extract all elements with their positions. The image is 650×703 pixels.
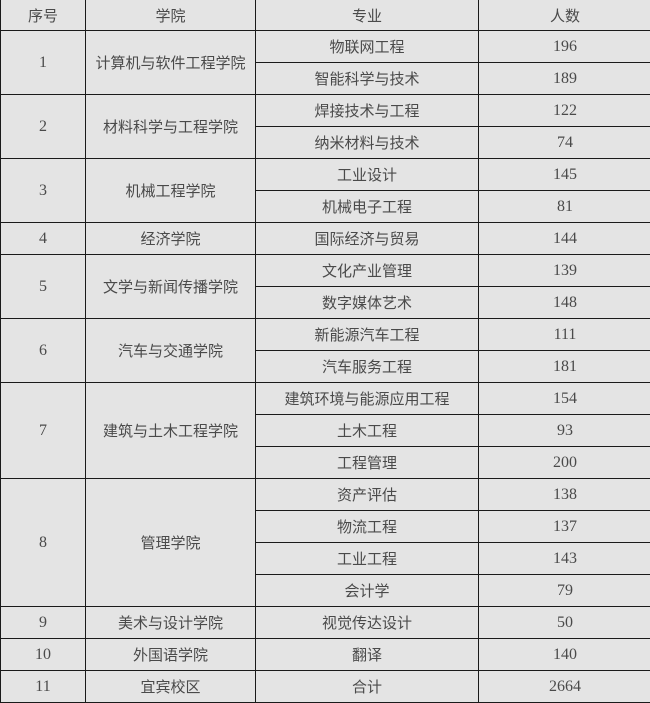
count-cell: 145 — [479, 159, 650, 191]
index-cell: 8 — [1, 479, 86, 607]
college-cell: 机械工程学院 — [86, 159, 256, 223]
count-cell: 81 — [479, 191, 650, 223]
count-cell: 181 — [479, 351, 650, 383]
count-cell: 196 — [479, 31, 650, 63]
count-cell: 143 — [479, 543, 650, 575]
index-cell: 2 — [1, 95, 86, 159]
header-count: 人数 — [479, 0, 650, 31]
index-cell: 4 — [1, 223, 86, 255]
major-cell: 物流工程 — [256, 511, 479, 543]
count-cell: 189 — [479, 63, 650, 95]
college-cell: 文学与新闻传播学院 — [86, 255, 256, 319]
count-cell: 137 — [479, 511, 650, 543]
count-cell: 140 — [479, 639, 650, 671]
major-cell: 资产评估 — [256, 479, 479, 511]
major-cell: 汽车服务工程 — [256, 351, 479, 383]
major-cell: 翻译 — [256, 639, 479, 671]
count-cell: 2664 — [479, 671, 650, 703]
index-cell: 6 — [1, 319, 86, 383]
index-cell: 3 — [1, 159, 86, 223]
header-college: 学院 — [86, 0, 256, 31]
major-cell: 国际经济与贸易 — [256, 223, 479, 255]
index-cell: 11 — [1, 671, 86, 703]
college-cell: 外国语学院 — [86, 639, 256, 671]
major-cell: 焊接技术与工程 — [256, 95, 479, 127]
college-cell: 管理学院 — [86, 479, 256, 607]
major-cell: 土木工程 — [256, 415, 479, 447]
index-cell: 1 — [1, 31, 86, 95]
major-cell: 合计 — [256, 671, 479, 703]
count-cell: 144 — [479, 223, 650, 255]
count-cell: 154 — [479, 383, 650, 415]
major-cell: 新能源汽车工程 — [256, 319, 479, 351]
major-cell: 会计学 — [256, 575, 479, 607]
count-cell: 74 — [479, 127, 650, 159]
index-cell: 5 — [1, 255, 86, 319]
count-cell: 93 — [479, 415, 650, 447]
count-cell: 50 — [479, 607, 650, 639]
index-cell: 10 — [1, 639, 86, 671]
major-cell: 建筑环境与能源应用工程 — [256, 383, 479, 415]
index-cell: 9 — [1, 607, 86, 639]
college-cell: 宜宾校区 — [86, 671, 256, 703]
college-cell: 汽车与交通学院 — [86, 319, 256, 383]
header-major: 专业 — [256, 0, 479, 31]
college-cell: 计算机与软件工程学院 — [86, 31, 256, 95]
major-cell: 文化产业管理 — [256, 255, 479, 287]
count-cell: 139 — [479, 255, 650, 287]
major-cell: 视觉传达设计 — [256, 607, 479, 639]
college-cell: 经济学院 — [86, 223, 256, 255]
header-index: 序号 — [1, 0, 86, 31]
count-cell: 200 — [479, 447, 650, 479]
major-cell: 机械电子工程 — [256, 191, 479, 223]
college-cell: 材料科学与工程学院 — [86, 95, 256, 159]
count-cell: 148 — [479, 287, 650, 319]
college-cell: 建筑与土木工程学院 — [86, 383, 256, 479]
count-cell: 122 — [479, 95, 650, 127]
major-cell: 纳米材料与技术 — [256, 127, 479, 159]
major-cell: 工程管理 — [256, 447, 479, 479]
major-cell: 工业设计 — [256, 159, 479, 191]
header-row: 序号 学院 专业 人数 — [1, 0, 650, 31]
index-cell: 7 — [1, 383, 86, 479]
major-cell: 数字媒体艺术 — [256, 287, 479, 319]
count-cell: 79 — [479, 575, 650, 607]
count-cell: 138 — [479, 479, 650, 511]
count-cell: 111 — [479, 319, 650, 351]
major-cell: 工业工程 — [256, 543, 479, 575]
major-cell: 物联网工程 — [256, 31, 479, 63]
major-cell: 智能科学与技术 — [256, 63, 479, 95]
college-cell: 美术与设计学院 — [86, 607, 256, 639]
